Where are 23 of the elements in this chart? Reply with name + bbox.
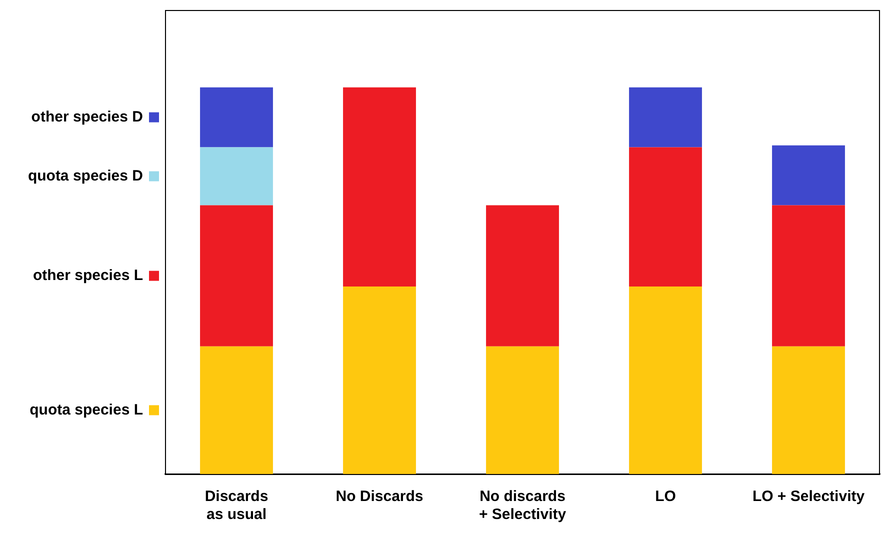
bar bbox=[200, 346, 273, 474]
bar bbox=[629, 87, 702, 148]
bar bbox=[200, 147, 273, 206]
legend-label: other species L bbox=[32, 266, 143, 284]
bar bbox=[486, 205, 559, 346]
bar bbox=[772, 145, 845, 206]
legend-label: quota species D bbox=[28, 167, 144, 184]
bar bbox=[772, 205, 845, 346]
x-tick-label: LO + Selectivity bbox=[752, 488, 866, 506]
bar bbox=[629, 286, 702, 474]
x-tick-label: LO bbox=[655, 488, 676, 506]
legend-label: quota species L bbox=[30, 401, 143, 418]
legend-label: other species D bbox=[31, 108, 144, 126]
bar bbox=[343, 87, 416, 286]
bar bbox=[343, 286, 416, 474]
x-tick-label: Discards as usual bbox=[204, 488, 268, 524]
bar bbox=[200, 205, 273, 346]
bar bbox=[486, 346, 559, 474]
bar bbox=[629, 147, 702, 286]
x-tick-label: No Discards bbox=[336, 488, 424, 506]
bar bbox=[772, 346, 845, 474]
bar bbox=[200, 87, 273, 148]
x-tick-label: No discards + Selectivity bbox=[478, 488, 567, 524]
